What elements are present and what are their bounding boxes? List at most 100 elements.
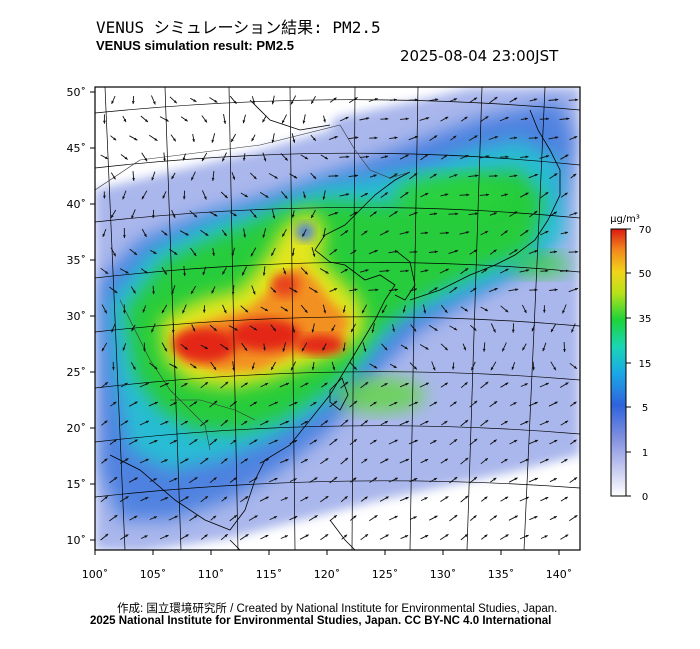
wind-arrow-head [444,154,448,158]
wind-arrow-head [134,515,138,519]
wind-arrow-head [211,290,215,294]
wind-arrow-head [114,290,118,293]
wind-arrow-head [414,173,418,176]
wind-arrow-head [272,289,276,293]
wind-arrow-head [553,367,556,371]
lat-tick-label: 15˚ [67,478,87,491]
wind-arrow-head [444,309,448,313]
wind-arrow-head [105,533,109,537]
wind-arrow-head [224,458,228,462]
wind-arrow-head [263,347,266,351]
wind-arrow-head [164,497,169,500]
wind-arrow-head [191,290,194,294]
wind-arrow-head [151,215,155,219]
wind-arrow-head [562,310,565,314]
wind-arrow-head [211,177,215,181]
wind-arrow-head [514,249,518,253]
wind-arrow-head [474,438,478,442]
wind-arrow-head [223,232,227,236]
wind-arrow-head [245,496,249,500]
wind-arrow-head [485,420,489,423]
wind-arrow-head [534,516,538,519]
wind-arrow-head [344,269,348,272]
wind-arrow-head [245,309,249,313]
wind-arrow-head [394,288,398,292]
wind-arrow-head [374,98,378,101]
wind-arrow-head [574,136,578,139]
wind-arrow-head [133,252,137,255]
wind-arrow-head [165,118,169,122]
wind-arrow-head [524,117,528,121]
wind-arrow-head [304,271,308,275]
wind-arrow-head [504,193,508,197]
wind-arrow-head [513,402,517,405]
wind-arrow-head [224,420,228,423]
wind-arrow-head [545,497,549,500]
wind-arrow-head [414,212,418,215]
wind-arrow-head [504,230,508,234]
forecast-timestamp: 2025-08-04 23:00JST [400,47,559,65]
wind-arrow-head [274,439,278,443]
wind-arrow-head [151,329,154,333]
wind-arrow-head [414,401,418,405]
wind-arrow-head [325,458,329,461]
wind-arrow-head [103,195,106,199]
wind-arrow-head [545,231,549,234]
wind-arrow-head [373,211,377,215]
wind-arrow-head [566,117,570,121]
wind-arrow-head [104,420,108,424]
wind-arrow-head [132,177,135,181]
wind-arrow-head [423,310,427,314]
colorbar [610,228,627,497]
wind-arrow-head [123,235,126,238]
wind-arrow-head [471,367,474,371]
wind-arrow-head [545,420,549,424]
wind-arrow-head [122,347,126,351]
wind-arrow-head [145,382,149,386]
wind-arrow-head [173,440,177,443]
wind-arrow-head [425,154,429,157]
wind-arrow-head [312,137,316,141]
wind-arrow-head [214,400,218,404]
wind-arrow-head [534,402,538,405]
wind-arrow-head [252,291,256,295]
wind-arrow-head [453,98,457,101]
wind-arrow-head [553,211,557,215]
wind-arrow-head [490,367,494,371]
wind-arrow-head [514,211,518,215]
wind-arrow-head [125,458,129,462]
wind-vector-field [100,95,579,541]
wind-arrow-head [415,98,419,102]
wind-arrow-head [544,535,548,538]
wind-arrow-head [232,367,235,371]
wind-arrow-head [233,515,237,518]
wind-arrow-head [395,250,399,253]
wind-arrow-head [205,232,209,236]
wind-arrow-head [293,478,297,481]
wind-arrow-head [514,136,518,140]
wind-arrow-head [494,174,498,178]
longitude-axis: 100˚ 105˚ 110˚ 115˚ 120˚ 125˚ 130˚ 135˚ … [82,568,573,581]
wind-arrow-head [473,249,478,253]
wind-arrow-head [394,439,398,443]
wind-arrow-head [323,310,327,314]
wind-arrow-head [511,366,515,370]
wind-arrow-head [405,154,409,158]
wind-arrow-head [534,288,538,292]
wind-arrow-head [555,136,559,139]
wind-arrow-head [284,535,288,538]
wind-arrow-head [164,232,168,236]
wind-arrow-head [182,310,185,314]
lat-tick-label: 35˚ [67,254,87,267]
wind-arrow-head [346,193,350,196]
wind-arrow-head [414,250,418,254]
wind-arrow-head [434,287,438,291]
wind-arrow-head [525,192,529,196]
wind-arrow-head [465,457,469,461]
wind-arrow-head [264,308,268,311]
wind-arrow-head [575,98,579,102]
wind-arrow-head [414,478,418,481]
lat-tick-label: 30˚ [67,310,87,323]
wind-arrow-head [482,348,486,352]
wind-arrow-head [534,211,538,214]
